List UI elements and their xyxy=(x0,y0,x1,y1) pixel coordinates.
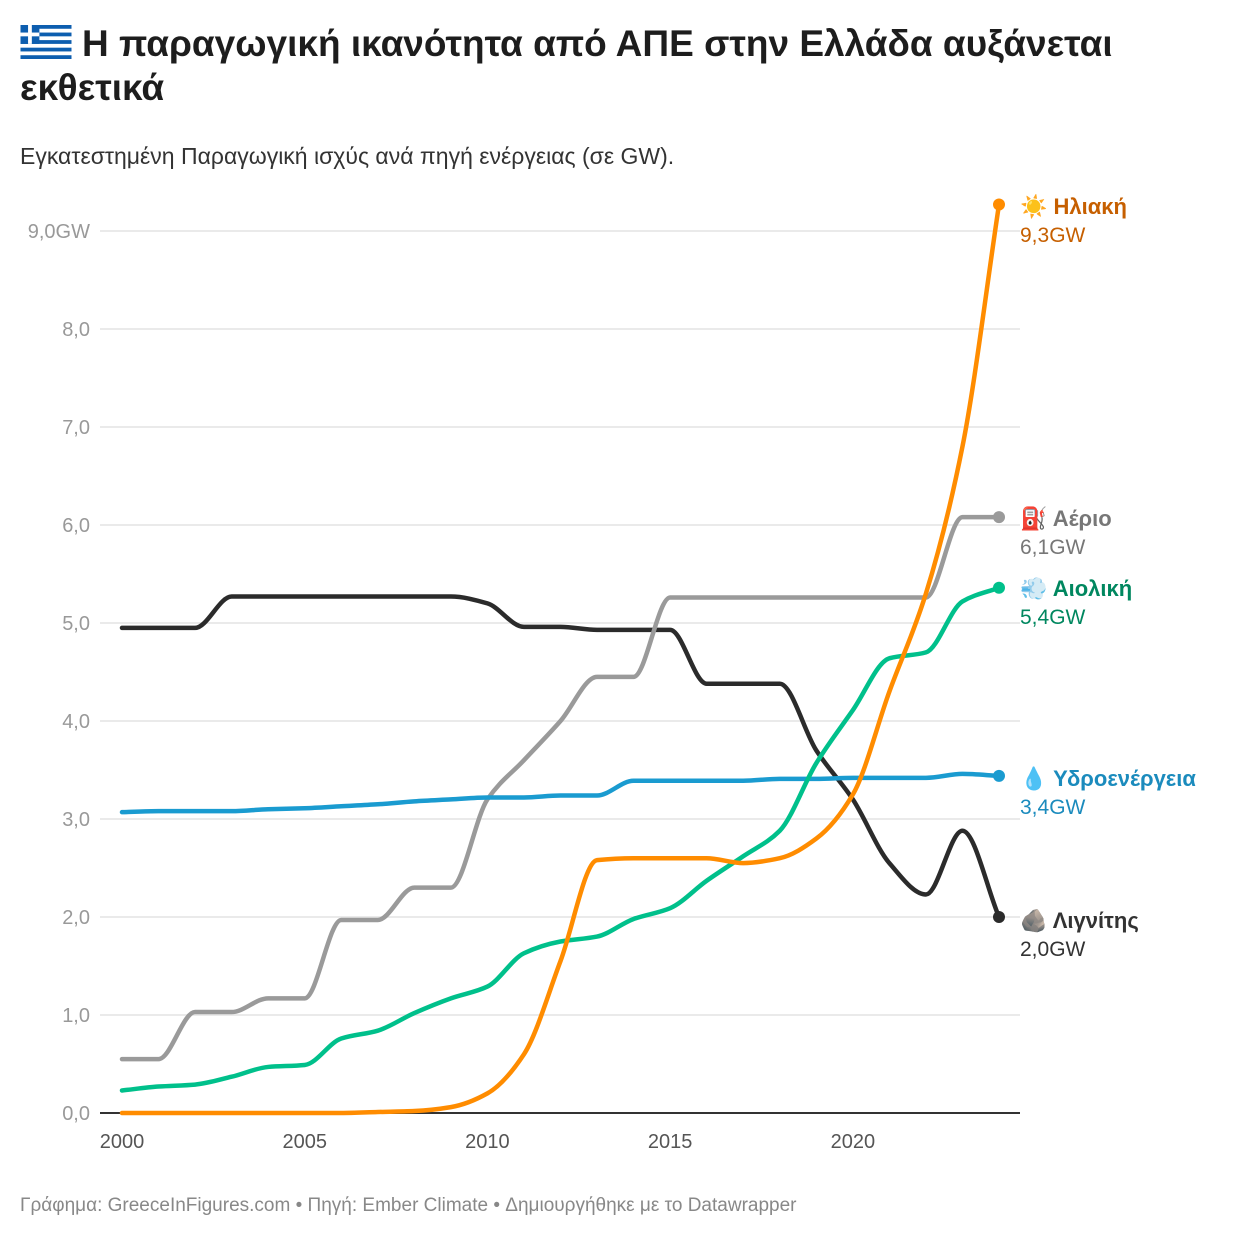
y-tick-label: 2,0 xyxy=(62,907,90,929)
series-2-value-label: 3,4GW xyxy=(1020,796,1086,819)
series-1-end-point xyxy=(993,511,1005,524)
greece-flag-icon xyxy=(20,25,72,59)
series-3-value-label: 5,4GW xyxy=(1020,606,1086,629)
y-tick-label: 9,0GW xyxy=(28,221,90,243)
y-tick-label: 7,0 xyxy=(62,417,90,439)
chart-subtitle: Εγκατεστημένη Παραγωγική ισχύς ανά πηγή … xyxy=(20,143,675,169)
series-2-line xyxy=(119,771,1002,815)
series-1-label: ⛽ Αέριο xyxy=(1020,506,1112,531)
y-tick-label: 0,0 xyxy=(62,1103,90,1125)
y-tick-label: 8,0 xyxy=(62,319,90,341)
y-tick-label: 3,0 xyxy=(62,809,90,831)
series-2-label: 💧 Υδροενέργεια xyxy=(1020,766,1196,791)
series-4-value-label: 9,3GW xyxy=(1020,224,1086,247)
series-3-label: 💨 Αιολική xyxy=(1020,576,1132,601)
chart-title: Η παραγωγική ικανότητα από ΑΠΕ στην Ελλά… xyxy=(20,22,1170,110)
title-text: Η παραγωγική ικανότητα από ΑΠΕ στην Ελλά… xyxy=(20,23,1113,108)
chart-footer: Γράφημα: GreeceInFigures.com • Πηγή: Emb… xyxy=(20,1195,797,1216)
x-tick-label: 2005 xyxy=(282,1131,327,1153)
y-tick-label: 1,0 xyxy=(62,1005,90,1027)
series-1-value-label: 6,1GW xyxy=(1020,536,1086,559)
x-tick-label: 2020 xyxy=(831,1131,876,1153)
series-1-line xyxy=(119,514,1002,1062)
series-0-value-label: 2,0GW xyxy=(1020,938,1086,961)
series-0-line xyxy=(119,594,1002,920)
series-4-label: ☀️ Ηλιακή xyxy=(1020,193,1127,220)
x-tick-label: 2000 xyxy=(100,1131,145,1153)
y-tick-label: 4,0 xyxy=(62,711,90,733)
series-2-end-point xyxy=(993,769,1005,782)
series-3-end-point xyxy=(993,581,1005,594)
y-tick-label: 6,0 xyxy=(62,515,90,537)
series-4-end-point xyxy=(993,198,1005,211)
y-tick-label: 5,0 xyxy=(62,613,90,635)
series-0-label: 🪨 Λιγνίτης xyxy=(1020,908,1139,933)
series-4-line xyxy=(119,202,1002,1116)
x-tick-label: 2015 xyxy=(648,1131,693,1153)
series-0-end-point xyxy=(993,911,1005,923)
x-tick-label: 2010 xyxy=(465,1131,510,1153)
